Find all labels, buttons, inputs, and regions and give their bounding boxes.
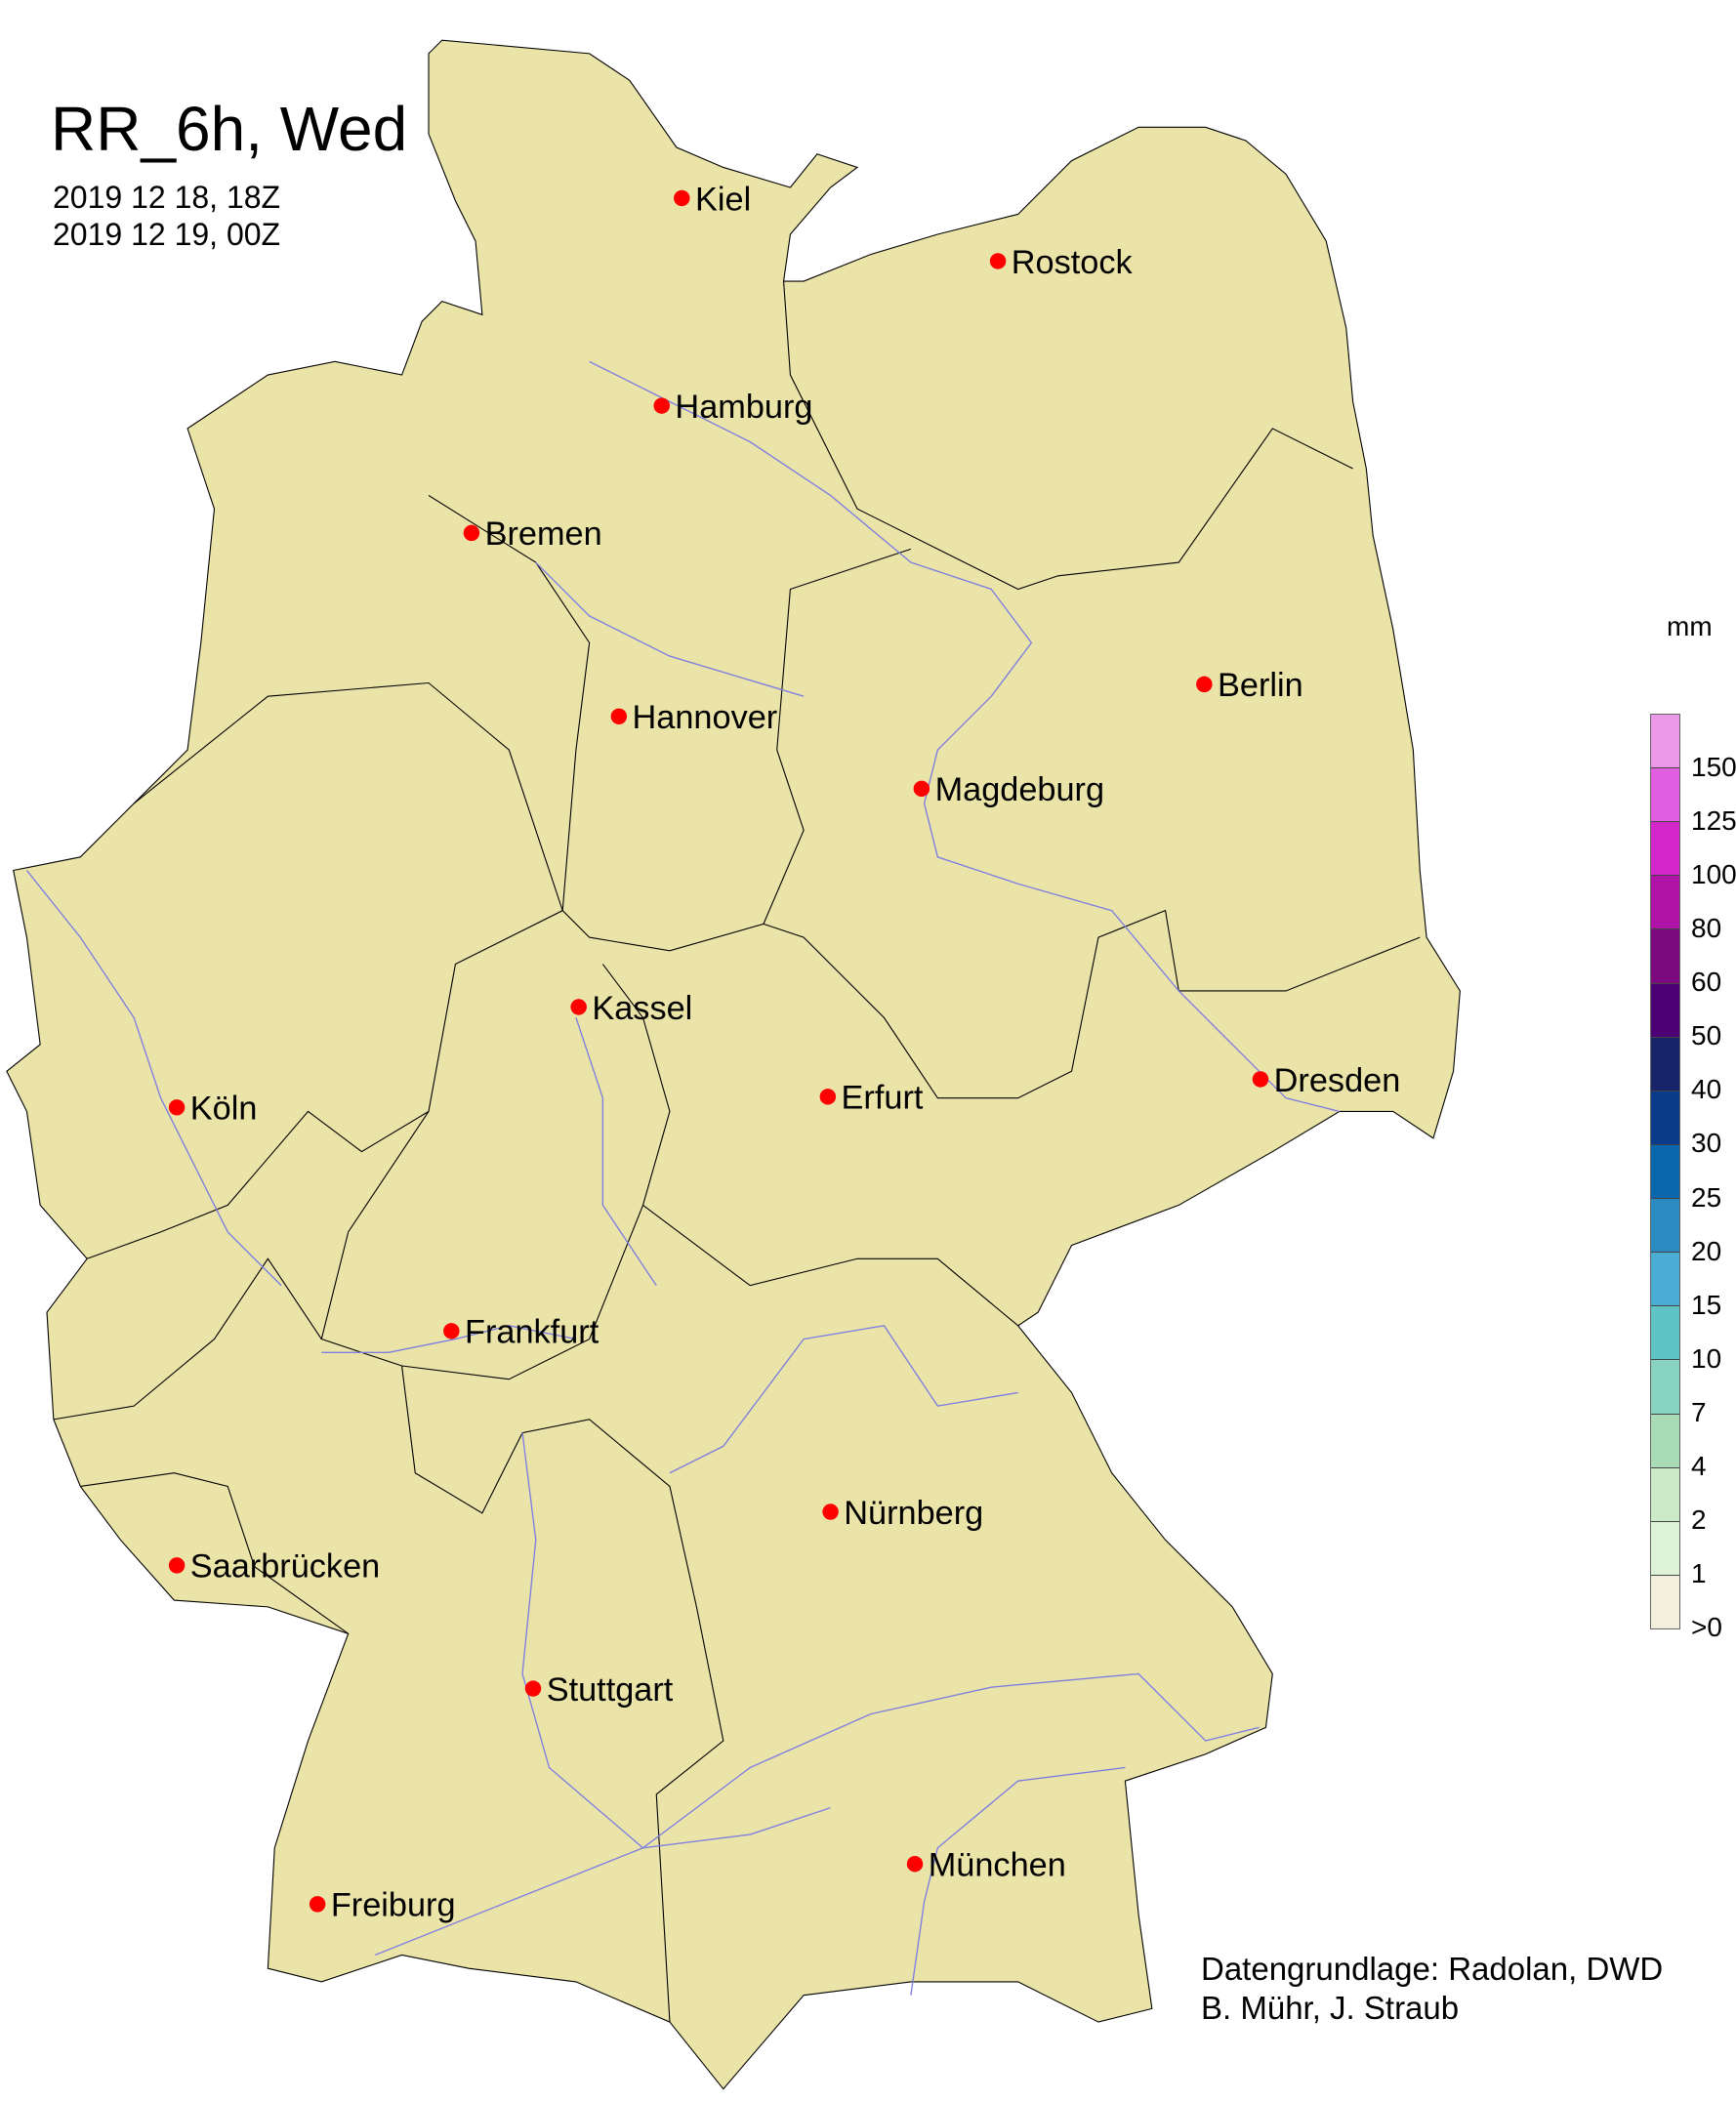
city-marker xyxy=(906,1856,924,1873)
state-borders xyxy=(53,280,1421,2023)
city-label: Magdeburg xyxy=(935,771,1104,808)
city-marker xyxy=(168,1099,186,1116)
legend-label: 50 xyxy=(1691,1020,1722,1051)
city-marker xyxy=(674,189,690,207)
legend-swatch xyxy=(1651,821,1679,876)
legend-swatch xyxy=(1651,767,1679,822)
period-start: 2019 12 18, 18Z xyxy=(53,180,281,215)
legend-swatch xyxy=(1651,714,1679,767)
legend-swatch xyxy=(1651,982,1679,1037)
city-label: Hamburg xyxy=(675,389,812,426)
city-label: Kiel xyxy=(695,181,751,218)
city-marker xyxy=(1252,1071,1269,1088)
legend-label: 40 xyxy=(1691,1074,1722,1105)
city-label: Freiburg xyxy=(331,1887,456,1924)
map-title: RR_6h, Wed xyxy=(51,94,408,164)
legend-swatch xyxy=(1651,1413,1679,1467)
period-end: 2019 12 19, 00Z xyxy=(53,217,281,252)
city-marker xyxy=(524,1680,542,1697)
legend-label: 2 xyxy=(1691,1504,1707,1535)
legend-swatch xyxy=(1651,1090,1679,1144)
legend-swatch xyxy=(1651,1359,1679,1414)
legend-label: 25 xyxy=(1691,1181,1722,1213)
legend-label: 15 xyxy=(1691,1289,1722,1320)
legend-label: 10 xyxy=(1691,1342,1722,1374)
legend-swatch xyxy=(1651,1520,1679,1575)
legend-swatch xyxy=(1651,928,1679,983)
city-marker xyxy=(463,524,480,542)
city-marker xyxy=(989,253,1007,269)
legend-label: 150 xyxy=(1691,752,1736,783)
city-label: Dresden xyxy=(1274,1062,1401,1099)
city-markers: Kiel Rostock Hamburg Bremen Berlin Hannover Ma… xyxy=(168,181,1401,1924)
credit-authors: B. Mühr, J. Straub xyxy=(1201,1990,1460,2026)
credit-data-source: Datengrundlage: Radolan, DWD xyxy=(1201,1951,1664,1987)
city-label: Stuttgart xyxy=(547,1671,674,1709)
legend-label: 60 xyxy=(1691,967,1722,998)
city-marker xyxy=(1196,676,1213,693)
legend-swatch xyxy=(1651,1574,1679,1628)
city-label: Erfurt xyxy=(842,1080,924,1117)
legend-unit: mm xyxy=(1667,611,1713,641)
legend-swatch xyxy=(1651,1466,1679,1521)
legend-swatch xyxy=(1651,1198,1679,1253)
city-label: Köln xyxy=(190,1091,258,1128)
city-label: Bremen xyxy=(485,515,602,553)
city-label: Berlin xyxy=(1218,667,1303,704)
legend-swatch xyxy=(1651,875,1679,929)
city-marker xyxy=(822,1504,839,1520)
city-marker xyxy=(570,999,587,1015)
legend-swatch xyxy=(1651,1143,1679,1198)
city-label: Nürnberg xyxy=(844,1495,983,1532)
legend-label: 7 xyxy=(1691,1396,1707,1427)
city-label: München xyxy=(929,1847,1066,1884)
city-marker xyxy=(913,780,930,798)
legend-label: 30 xyxy=(1691,1128,1722,1159)
city-label: Saarbrücken xyxy=(190,1548,380,1586)
legend-swatch xyxy=(1651,1305,1679,1360)
legend-label: >0 xyxy=(1691,1612,1722,1642)
legend-label: 4 xyxy=(1691,1450,1707,1481)
legend-swatch xyxy=(1651,1036,1679,1091)
city-marker xyxy=(819,1089,837,1105)
legend-label: 125 xyxy=(1691,805,1736,837)
legend-label: 1 xyxy=(1691,1557,1707,1588)
city-label: Frankfurt xyxy=(465,1314,599,1351)
city-marker xyxy=(443,1323,460,1339)
legend-label: 20 xyxy=(1691,1235,1722,1266)
city-marker xyxy=(309,1896,326,1913)
city-label: Rostock xyxy=(1012,244,1134,281)
rivers xyxy=(25,360,1341,1996)
legend-label: 100 xyxy=(1691,859,1736,890)
color-legend-bar xyxy=(1650,714,1680,1629)
city-marker xyxy=(610,708,628,725)
germany-land xyxy=(6,39,1461,2090)
city-label: Hannover xyxy=(633,699,778,736)
city-label: Kassel xyxy=(592,990,692,1027)
city-marker xyxy=(168,1557,186,1574)
legend-swatch xyxy=(1651,1252,1679,1306)
city-marker xyxy=(653,397,670,414)
legend-label: 80 xyxy=(1691,913,1722,944)
